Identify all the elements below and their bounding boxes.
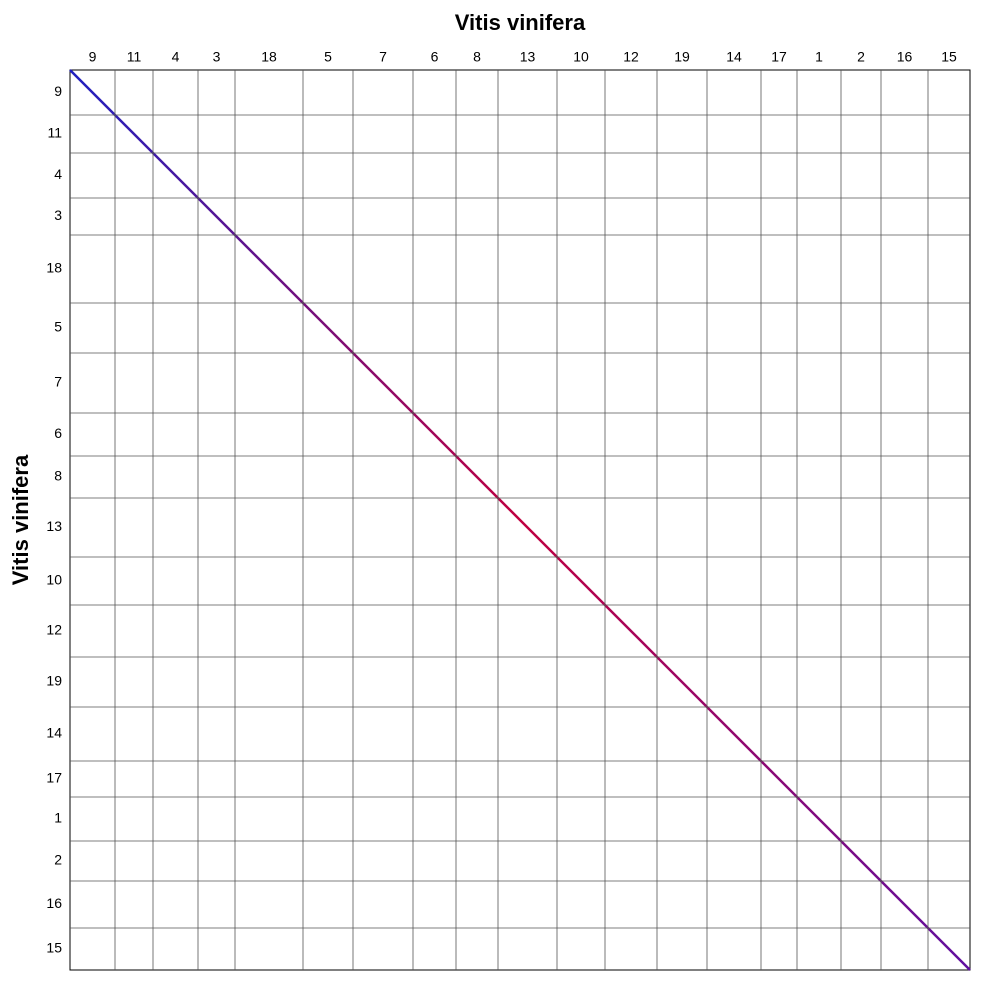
x-tick-label: 10	[573, 49, 589, 65]
y-tick-label: 17	[46, 770, 62, 786]
y-tick-label: 10	[46, 572, 62, 588]
y-tick-label: 8	[54, 468, 62, 484]
y-tick-label: 12	[46, 622, 62, 638]
x-tick-label: 11	[127, 49, 142, 65]
y-tick-label: 19	[46, 673, 62, 689]
x-tick-label: 7	[379, 49, 387, 65]
y-tick-label: 7	[54, 374, 62, 390]
x-tick-label: 17	[771, 49, 787, 65]
x-tick-label: 14	[726, 49, 742, 65]
x-tick-label: 4	[172, 49, 180, 65]
x-tick-label: 2	[857, 49, 865, 65]
y-axis-title: Vitis vinifera	[8, 454, 33, 585]
x-tick-label: 3	[213, 49, 221, 65]
x-tick-label: 16	[897, 49, 913, 65]
plot-frame	[69, 69, 971, 971]
y-tick-label: 2	[54, 852, 62, 868]
y-tick-label: 14	[46, 725, 62, 741]
y-tick-label: 11	[47, 125, 62, 141]
y-tick-label: 15	[46, 940, 62, 956]
y-tick-label: 4	[54, 166, 62, 182]
x-tick-label: 5	[324, 49, 332, 65]
x-tick-label: 8	[473, 49, 481, 65]
x-tick-label: 18	[261, 49, 277, 65]
x-tick-label: 6	[431, 49, 439, 65]
x-tick-label: 19	[674, 49, 690, 65]
x-tick-label: 1	[815, 49, 823, 65]
y-tick-label: 9	[54, 83, 62, 99]
y-tick-label: 1	[54, 810, 62, 826]
x-tick-label: 12	[623, 49, 639, 65]
chart-title: Vitis vinifera	[455, 10, 586, 35]
y-tick-label: 5	[54, 319, 62, 335]
y-tick-label: 18	[46, 260, 62, 276]
y-tick-label: 13	[46, 518, 62, 534]
x-tick-label: 13	[520, 49, 536, 65]
y-tick-label: 6	[54, 425, 62, 441]
x-tick-label: 9	[89, 49, 97, 65]
y-tick-label: 3	[54, 207, 62, 223]
self-alignment-diagonal	[69, 69, 971, 971]
y-tick-label: 16	[46, 895, 62, 911]
x-tick-label: 15	[941, 49, 957, 65]
